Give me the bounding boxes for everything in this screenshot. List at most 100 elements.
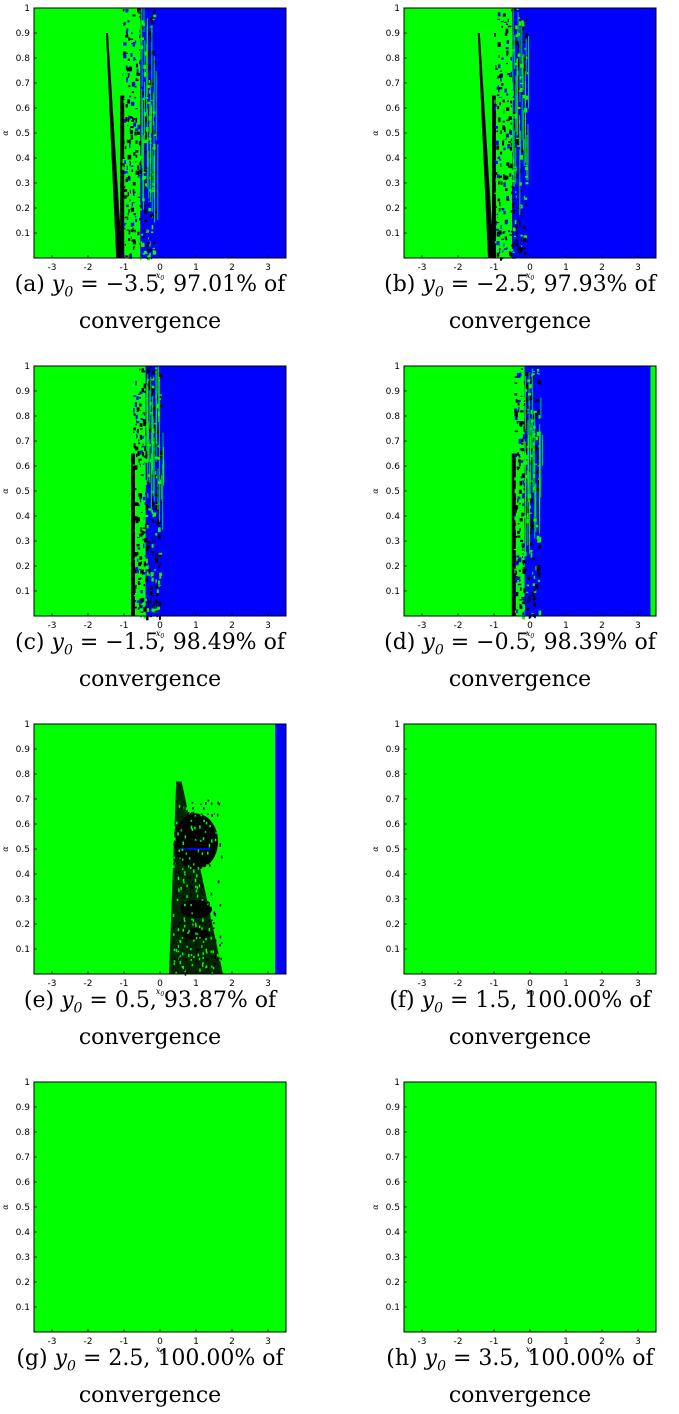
chaotic-upper-ellipse	[174, 813, 218, 870]
y-tick-label: 0.6	[16, 462, 31, 472]
boundary-speck	[515, 137, 519, 140]
boundary-streak	[148, 150, 150, 199]
boundary-speck	[126, 205, 129, 210]
x-tick-label: 2	[229, 263, 235, 273]
boundary-speck	[514, 220, 517, 225]
chaotic-speck	[203, 807, 205, 810]
chaotic-speck	[180, 829, 182, 832]
chaotic-speck	[188, 901, 190, 904]
x-axis-label-sub: 0	[160, 1349, 164, 1356]
boundary-speck	[142, 538, 145, 541]
boundary-speck	[133, 189, 135, 195]
boundary-speck	[149, 458, 152, 463]
chaotic-speck	[182, 806, 184, 810]
boundary-speck	[142, 253, 145, 255]
x-tick-label: -2	[84, 1337, 93, 1347]
x-axis-label: x0	[156, 987, 165, 998]
boundary-speck	[146, 524, 149, 529]
boundary-streak	[525, 38, 527, 74]
basin-green-right-strip	[650, 366, 656, 616]
chaotic-speck	[190, 829, 192, 832]
boundary-speck	[149, 597, 152, 600]
boundary-speck	[126, 195, 129, 197]
chaotic-speck	[210, 892, 213, 896]
chaotic-speck	[195, 932, 197, 935]
y-tick-label: 0.6	[16, 104, 31, 114]
boundary-speck	[143, 480, 147, 486]
boundary-speck	[140, 382, 144, 386]
boundary-speck	[531, 518, 535, 522]
boundary-speck	[520, 245, 523, 247]
boundary-speck	[521, 234, 523, 237]
boundary-speck	[525, 132, 529, 135]
boundary-speck	[538, 415, 541, 419]
boundary-speck	[498, 55, 500, 58]
boundary-speck	[538, 478, 540, 481]
boundary-speck	[158, 534, 161, 540]
boundary-speck	[144, 448, 147, 452]
chaotic-lower-ellipse	[180, 900, 212, 918]
boundary-speck	[497, 42, 501, 47]
boundary-speck	[143, 228, 145, 234]
boundary-speck	[522, 503, 525, 506]
boundary-speck	[133, 152, 136, 156]
boundary-streak	[142, 134, 144, 210]
chaotic-speck	[212, 967, 215, 970]
chaotic-speck	[211, 919, 213, 922]
x-tick-label: -2	[454, 263, 463, 273]
boundary-speck	[136, 222, 140, 225]
boundary-speck	[534, 412, 538, 417]
boundary-speck	[131, 139, 135, 145]
chaotic-speck	[192, 923, 194, 926]
chaotic-speck	[189, 866, 192, 869]
chaotic-speck	[219, 801, 222, 804]
boundary-speck	[499, 100, 502, 106]
boundary-speck	[528, 571, 532, 574]
y-tick-label: 0.7	[386, 1153, 400, 1163]
boundary-speck	[503, 134, 506, 137]
boundary-speck	[504, 142, 507, 146]
boundary-speck	[496, 237, 500, 242]
boundary-streak	[151, 413, 153, 443]
chaotic-speck	[204, 831, 207, 833]
boundary-speck	[521, 212, 524, 216]
boundary-speck	[132, 231, 135, 235]
x-tick-label: -1	[490, 621, 499, 631]
caption-percent: 98.39% of	[543, 630, 656, 655]
boundary-speck	[534, 436, 538, 441]
chaotic-speck	[213, 963, 216, 967]
chaotic-speck	[195, 936, 198, 940]
boundary-speck	[149, 366, 152, 369]
boundary-speck	[144, 572, 148, 574]
boundary-speck	[127, 11, 130, 14]
chaotic-speck	[177, 924, 179, 928]
boundary-speck	[501, 83, 504, 86]
boundary-speck	[140, 590, 143, 594]
boundary-speck	[150, 214, 153, 218]
boundary-streak	[524, 451, 526, 502]
boundary-speck	[519, 189, 523, 192]
boundary-speck	[514, 19, 518, 23]
boundary-streak	[539, 477, 541, 521]
boundary-streak	[528, 434, 530, 503]
boundary-speck	[152, 250, 154, 255]
boundary-speck	[151, 494, 154, 500]
boundary-speck	[140, 418, 144, 421]
chaotic-speck	[181, 965, 184, 968]
boundary-speck	[521, 615, 526, 620]
y-tick-label: 0.3	[386, 179, 400, 189]
boundary-speck	[154, 425, 157, 428]
chaotic-speck	[202, 940, 205, 943]
chaotic-speck	[198, 958, 201, 961]
boundary-speck	[143, 531, 146, 534]
boundary-speck	[140, 241, 142, 245]
chaotic-speck	[183, 968, 186, 972]
boundary-speck	[501, 208, 505, 211]
chaotic-speck	[186, 876, 189, 880]
boundary-speck	[534, 584, 539, 589]
caption-percent: 93.87% of	[163, 988, 277, 1013]
boundary-speck	[497, 157, 500, 159]
chaotic-speck	[214, 818, 216, 821]
boundary-speck	[134, 140, 136, 143]
boundary-speck	[147, 253, 150, 256]
